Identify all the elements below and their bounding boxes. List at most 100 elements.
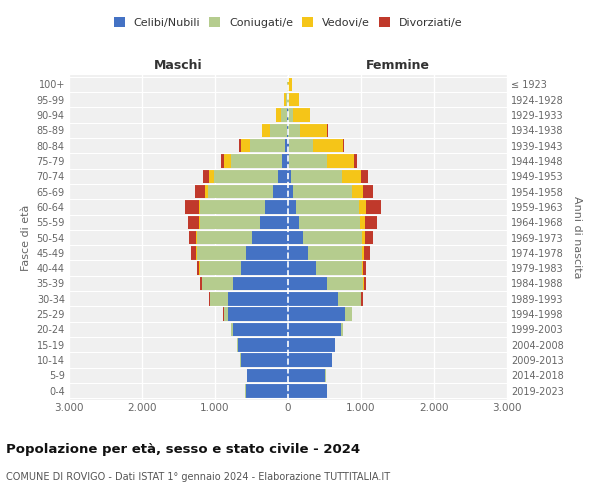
Bar bbox=[214, 170, 278, 183]
Bar bbox=[195, 185, 205, 198]
Bar bbox=[202, 276, 233, 290]
Bar bbox=[208, 185, 274, 198]
Bar bbox=[288, 368, 325, 382]
Bar bbox=[360, 216, 365, 229]
Bar bbox=[241, 139, 250, 152]
Bar bbox=[293, 108, 310, 122]
Bar bbox=[316, 262, 362, 275]
Bar bbox=[274, 185, 288, 198]
Bar bbox=[200, 262, 241, 275]
Bar bbox=[289, 139, 313, 152]
Bar bbox=[288, 354, 332, 367]
Bar bbox=[288, 93, 289, 106]
Bar bbox=[210, 292, 228, 306]
Bar bbox=[199, 216, 200, 229]
Bar bbox=[288, 322, 341, 336]
Bar bbox=[288, 108, 293, 122]
Bar bbox=[288, 185, 293, 198]
Y-axis label: Fasce di età: Fasce di età bbox=[21, 204, 31, 270]
Bar bbox=[342, 170, 361, 183]
Bar bbox=[270, 124, 287, 137]
Bar bbox=[188, 216, 199, 229]
Bar bbox=[196, 231, 197, 244]
Bar bbox=[291, 170, 342, 183]
Bar bbox=[288, 246, 308, 260]
Bar bbox=[224, 154, 231, 168]
Bar bbox=[185, 200, 199, 213]
Bar bbox=[365, 231, 373, 244]
Bar bbox=[364, 276, 366, 290]
Bar bbox=[288, 200, 296, 213]
Bar bbox=[231, 322, 233, 336]
Text: Maschi: Maschi bbox=[154, 59, 203, 72]
Bar bbox=[288, 154, 289, 168]
Bar bbox=[364, 262, 367, 275]
Bar bbox=[313, 139, 343, 152]
Bar bbox=[296, 200, 359, 213]
Bar bbox=[362, 246, 364, 260]
Bar bbox=[338, 292, 361, 306]
Bar bbox=[362, 262, 364, 275]
Bar bbox=[241, 262, 288, 275]
Bar bbox=[203, 170, 209, 183]
Y-axis label: Anni di nascita: Anni di nascita bbox=[572, 196, 583, 279]
Bar bbox=[308, 246, 362, 260]
Bar bbox=[238, 338, 288, 351]
Bar bbox=[304, 231, 362, 244]
Bar bbox=[293, 185, 352, 198]
Bar bbox=[288, 231, 304, 244]
Bar bbox=[288, 308, 345, 321]
Bar bbox=[205, 185, 208, 198]
Bar bbox=[224, 308, 228, 321]
Bar bbox=[200, 200, 265, 213]
Bar bbox=[199, 200, 200, 213]
Bar bbox=[260, 216, 288, 229]
Bar bbox=[288, 338, 335, 351]
Bar bbox=[289, 78, 292, 91]
Bar bbox=[341, 322, 343, 336]
Bar bbox=[191, 246, 196, 260]
Text: Femmine: Femmine bbox=[365, 59, 430, 72]
Bar bbox=[262, 124, 270, 137]
Bar bbox=[301, 124, 328, 137]
Bar bbox=[288, 216, 299, 229]
Bar bbox=[252, 231, 288, 244]
Bar bbox=[209, 170, 214, 183]
Bar bbox=[197, 231, 252, 244]
Bar bbox=[366, 200, 382, 213]
Bar bbox=[288, 384, 326, 398]
Bar bbox=[353, 154, 357, 168]
Bar bbox=[343, 139, 344, 152]
Bar bbox=[327, 154, 353, 168]
Bar bbox=[233, 322, 288, 336]
Bar bbox=[365, 216, 377, 229]
Bar bbox=[361, 170, 368, 183]
Bar bbox=[200, 216, 260, 229]
Bar bbox=[361, 292, 362, 306]
Bar bbox=[197, 262, 199, 275]
Bar bbox=[221, 154, 224, 168]
Bar bbox=[239, 139, 241, 152]
Bar bbox=[289, 154, 327, 168]
Bar bbox=[241, 354, 288, 367]
Bar bbox=[197, 246, 247, 260]
Bar bbox=[288, 170, 291, 183]
Bar bbox=[362, 231, 365, 244]
Bar bbox=[352, 185, 363, 198]
Bar bbox=[228, 308, 288, 321]
Bar bbox=[286, 93, 288, 106]
Bar bbox=[265, 200, 288, 213]
Bar bbox=[231, 154, 282, 168]
Bar bbox=[247, 368, 288, 382]
Bar bbox=[364, 246, 370, 260]
Bar bbox=[299, 216, 360, 229]
Bar bbox=[245, 384, 288, 398]
Bar bbox=[188, 231, 196, 244]
Bar bbox=[200, 276, 202, 290]
Text: COMUNE DI ROVIGO - Dati ISTAT 1° gennaio 2024 - Elaborazione TUTTITALIA.IT: COMUNE DI ROVIGO - Dati ISTAT 1° gennaio… bbox=[6, 472, 390, 482]
Bar bbox=[288, 124, 301, 137]
Bar bbox=[285, 139, 288, 152]
Bar bbox=[287, 124, 288, 137]
Bar bbox=[278, 170, 288, 183]
Bar bbox=[288, 292, 338, 306]
